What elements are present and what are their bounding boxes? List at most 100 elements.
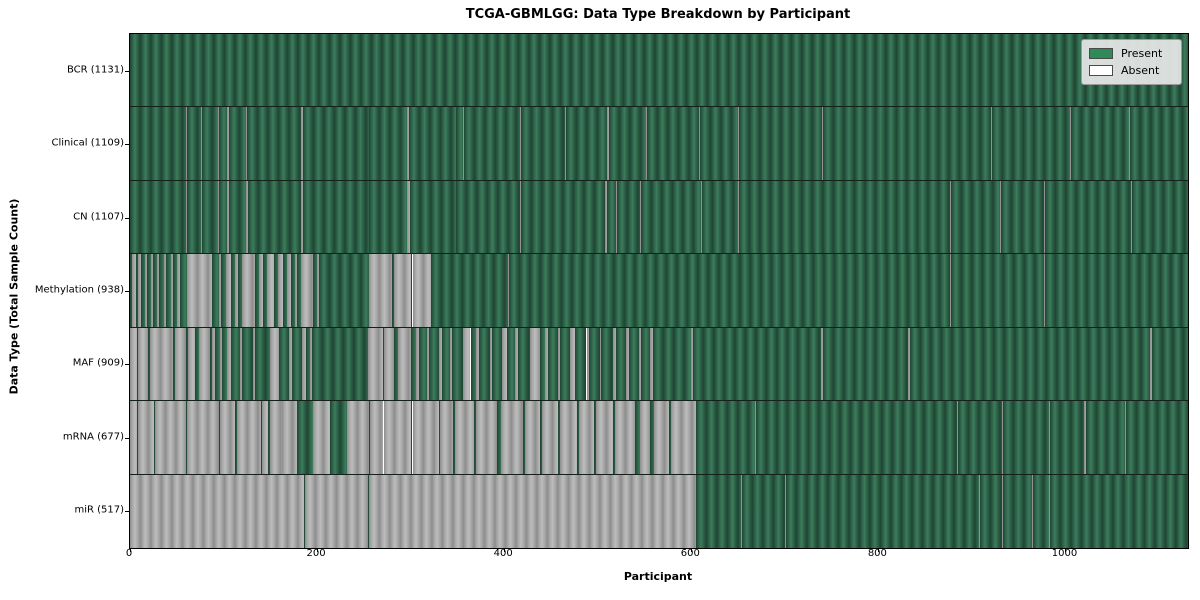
present-segment <box>522 401 525 474</box>
absent-segment <box>174 327 187 401</box>
present-segment <box>565 107 608 180</box>
present-segment <box>173 327 175 401</box>
heatmap-row-CN <box>130 180 1188 255</box>
absent-segment <box>612 327 617 401</box>
absent-segment <box>347 401 369 474</box>
y-tick-label-miR: miR (517) <box>74 504 124 516</box>
present-segment <box>539 401 542 474</box>
absent-segment <box>515 327 519 401</box>
present-segment <box>231 254 235 327</box>
present-segment <box>368 401 371 474</box>
y-tick-label-CN: CN (1107) <box>73 211 124 223</box>
absent-segment <box>304 474 368 548</box>
y-tick-label-Clinical: Clinical (1109) <box>51 137 125 149</box>
present-segment <box>130 180 187 254</box>
present-segment <box>255 254 260 327</box>
legend-item-absent: Absent <box>1089 62 1173 79</box>
absent-segment <box>1043 180 1045 254</box>
absent-segment <box>412 254 432 327</box>
absent-segment <box>149 327 174 401</box>
present-segment <box>640 327 651 401</box>
absent-segment <box>1001 401 1003 474</box>
present-segment <box>391 254 394 327</box>
absent-segment <box>397 327 411 401</box>
absent-segment <box>569 327 576 401</box>
present-segment <box>135 254 139 327</box>
present-segment <box>456 180 521 254</box>
present-segment <box>419 327 428 401</box>
present-segment <box>303 180 369 254</box>
present-segment <box>560 327 570 401</box>
absent-segment <box>950 180 952 254</box>
absent-segment <box>245 107 247 180</box>
absent-segment <box>564 107 566 180</box>
x-tick-label-800: 800 <box>867 548 887 559</box>
x-tick-mark <box>504 548 506 552</box>
absent-segment <box>252 327 256 401</box>
present-segment <box>166 254 172 327</box>
present-segment <box>1000 180 1044 254</box>
absent-segment <box>979 474 981 548</box>
absent-segment <box>187 254 213 327</box>
present-segment <box>1050 474 1188 548</box>
plot-area <box>125 33 1189 552</box>
absent-segment <box>639 180 641 254</box>
present-segment <box>209 327 213 401</box>
present-segment <box>410 254 413 327</box>
present-segment <box>741 474 785 548</box>
present-segment <box>212 254 219 327</box>
present-segment <box>367 474 369 548</box>
absent-segment <box>541 401 559 474</box>
absent-segment <box>455 107 457 180</box>
x-tick-label-200: 200 <box>306 548 326 559</box>
absent-segment <box>638 327 641 401</box>
present-segment <box>382 327 385 401</box>
present-segment <box>1044 254 1188 327</box>
absent-segment <box>138 254 142 327</box>
present-segment <box>463 107 521 180</box>
absent-segment <box>219 327 222 401</box>
absent-segment <box>427 327 430 401</box>
present-segment <box>153 254 158 327</box>
present-segment <box>616 327 626 401</box>
absent-segment <box>234 254 238 327</box>
absent-segment <box>738 107 739 180</box>
present-segment <box>652 327 692 401</box>
absent-segment <box>201 180 203 254</box>
present-segment <box>312 327 368 401</box>
absent-segment <box>476 327 479 401</box>
absent-segment <box>520 180 521 254</box>
present-segment <box>695 401 755 474</box>
present-segment <box>693 327 822 401</box>
present-segment <box>980 474 1002 548</box>
absent-segment <box>368 180 370 254</box>
absent-segment <box>1129 107 1130 180</box>
present-segment <box>186 401 188 474</box>
absent-segment <box>261 401 269 474</box>
absent-segment <box>1084 401 1087 474</box>
heatmap-row-Methylation <box>130 254 1188 328</box>
absent-segment <box>700 180 702 254</box>
absent-segment <box>754 401 756 474</box>
present-segment <box>442 327 450 401</box>
present-segment <box>1002 474 1032 548</box>
present-segment <box>635 401 640 474</box>
legend-absent-label: Absent <box>1121 64 1160 77</box>
present-segment <box>612 401 615 474</box>
absent-segment <box>144 254 147 327</box>
present-swatch-icon <box>1089 48 1113 59</box>
y-tick-label-mRNA: mRNA (677) <box>62 431 124 443</box>
absent-segment <box>176 254 180 327</box>
present-segment <box>303 107 369 180</box>
present-segment <box>173 254 177 327</box>
present-segment <box>429 327 439 401</box>
x-tick-label-0: 0 <box>125 548 133 559</box>
absent-segment <box>130 401 138 474</box>
present-segment <box>130 254 132 327</box>
present-segment <box>521 180 606 254</box>
absent-segment <box>607 107 609 180</box>
heatmap-row-miR <box>130 474 1188 548</box>
present-segment <box>492 327 503 401</box>
absent-segment <box>476 401 497 474</box>
absent-segment <box>186 180 188 254</box>
